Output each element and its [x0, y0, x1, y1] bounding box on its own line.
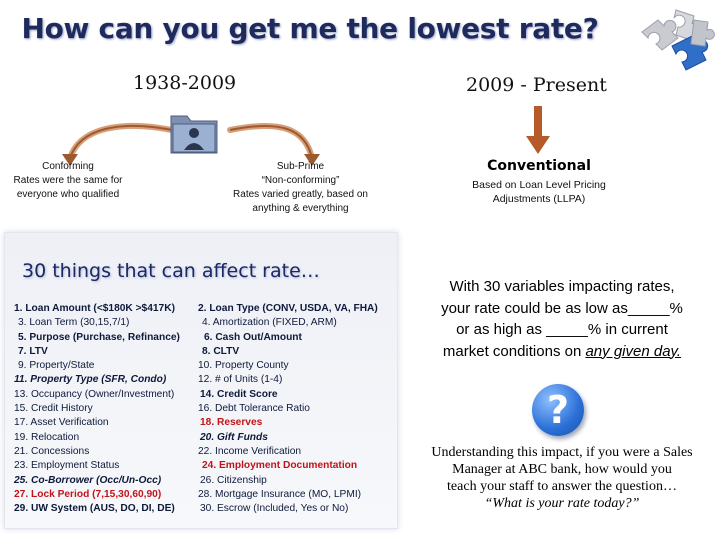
statement-line: With 30 variables impacting rates,	[449, 278, 675, 295]
factors-panel	[4, 232, 398, 529]
factor-item: 29. UW System (AUS, DO, DI, DE)	[14, 503, 175, 515]
subprime-subtitle: “Non-conforming”	[261, 175, 340, 186]
factor-item: 12. # of Units (1-4)	[198, 374, 283, 386]
era-left-label: 1938-2009	[133, 72, 237, 94]
factor-item: 6. Cash Out/Amount	[204, 331, 302, 343]
statement-line: market conditions on any given day.	[412, 341, 712, 363]
subprime-desc: Rates varied greatly, based on anything …	[233, 189, 368, 214]
closing-line: Manager at ABC bank, how would you	[452, 462, 672, 477]
factor-item: 3. Loan Term (30,15,7/1)	[18, 317, 130, 329]
factor-item: 13. Occupancy (Owner/Investment)	[14, 388, 175, 400]
factor-item: 9. Property/State	[18, 360, 95, 372]
question-mark-icon: ?	[532, 384, 584, 436]
factor-item: 16. Debt Tolerance Ratio	[198, 403, 310, 415]
factors-heading: 30 things that can affect rate…	[22, 260, 320, 282]
factor-item: 4. Amortization (FIXED, ARM)	[202, 317, 337, 329]
factor-item: 28. Mortgage Insurance (MO, LPMI)	[198, 488, 362, 500]
factor-item: 30. Escrow (Included, Yes or No)	[200, 503, 349, 515]
factor-item: 1. Loan Amount (<$180K >$417K)	[14, 303, 175, 314]
factor-item: 18. Reserves	[200, 417, 263, 429]
factor-item: 22. Income Verification	[198, 445, 302, 457]
conforming-desc: Rates were the same for everyone who qua…	[13, 175, 123, 200]
factor-item: 20. Gift Funds	[200, 431, 268, 443]
factor-item: 23. Employment Status	[14, 460, 120, 472]
conventional-block: Conventional Based on Loan Level Pricing…	[460, 158, 618, 206]
factor-item: 8. CLTV	[202, 345, 240, 357]
puzzle-pieces-icon	[641, 9, 715, 71]
conventional-title: Conventional	[487, 158, 591, 174]
closing-line: teach your staff to answer the question…	[447, 479, 677, 494]
person-folder-icon	[170, 115, 218, 154]
rate-statement: With 30 variables impacting rates, your …	[412, 276, 712, 362]
down-arrow-icon	[526, 106, 550, 154]
factor-item: 2. Loan Type (CONV, USDA, VA, FHA)	[198, 303, 378, 314]
factor-item: 25. Co-Borrower (Occ/Un-Occ)	[14, 474, 162, 486]
factor-item: 11. Property Type (SFR, Condo)	[14, 374, 167, 386]
factor-item: 21. Concessions	[14, 445, 90, 457]
factor-item: 26. Citizenship	[200, 474, 267, 486]
question-mark-glyph: ?	[546, 388, 570, 432]
factor-item: 27. Lock Period (7,15,30,60,90)	[14, 488, 162, 500]
factor-item: 5. Purpose (Purchase, Refinance)	[18, 331, 180, 343]
factors-left-list: 1. Loan Amount (<$180K >$417K) 3. Loan T…	[14, 302, 180, 516]
factor-item: 10. Property County	[198, 360, 289, 372]
statement-emphasis: any given day.	[585, 342, 682, 360]
statement-text: market conditions on	[442, 342, 586, 360]
statement-line: or as high as _____% in current	[456, 321, 668, 338]
factor-item: 19. Relocation	[14, 431, 80, 443]
closing-line: Understanding this impact, if you were a…	[431, 445, 693, 460]
statement-line: your rate could be as low as_____%	[441, 299, 683, 317]
subprime-block: Sub-Prime “Non-conforming” Rates varied …	[228, 160, 373, 216]
factor-item: 14. Credit Score	[200, 388, 278, 400]
conventional-desc: Based on Loan Level Pricing Adjustments …	[472, 179, 606, 205]
factor-item: 24. Employment Documentation	[202, 460, 358, 472]
factor-item: 17. Asset Verification	[14, 417, 109, 429]
page-title: How can you get me the lowest rate?	[21, 12, 599, 45]
conforming-block: Conforming Rates were the same for every…	[4, 160, 132, 202]
factor-item: 15. Credit History	[14, 403, 93, 415]
closing-quote: “What is your rate today?”	[484, 496, 640, 511]
closing-question: Understanding this impact, if you were a…	[412, 444, 712, 512]
factor-item: 7. LTV	[18, 345, 48, 357]
era-right-label: 2009 - Present	[466, 74, 607, 96]
factors-right-list: 2. Loan Type (CONV, USDA, VA, FHA) 4. Am…	[198, 302, 378, 516]
branch-arrows	[62, 122, 320, 166]
subprime-title: Sub-Prime	[276, 161, 325, 172]
conforming-title: Conforming	[42, 161, 94, 172]
